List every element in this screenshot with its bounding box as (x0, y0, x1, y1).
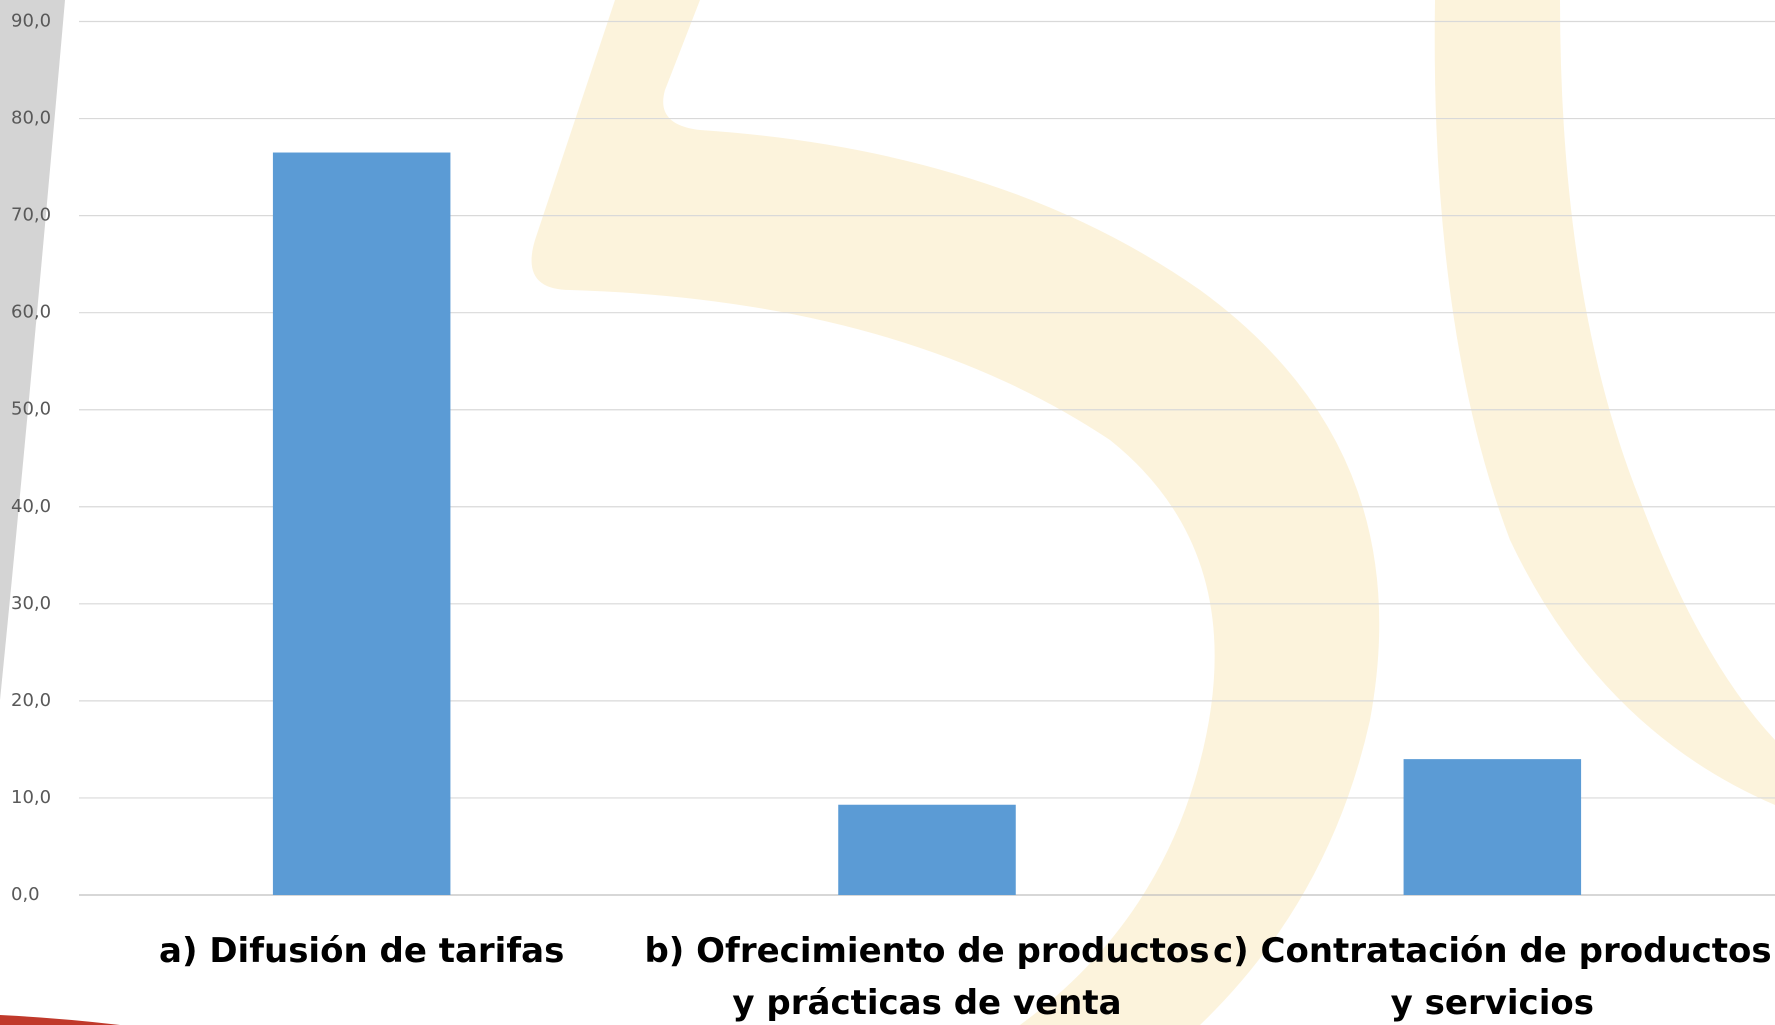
x-tick-label: c) Contratación de productos y servicios (1212, 931, 1772, 1023)
y-tick-label: 10,0 (11, 787, 51, 808)
y-tick-label: 0,0 (11, 884, 40, 905)
bar (838, 804, 1016, 895)
y-tick-label: 90,0 (11, 11, 51, 32)
watermark (531, 0, 1775, 1025)
y-tick-label: 20,0 (11, 690, 51, 711)
y-tick-label: 50,0 (11, 399, 51, 420)
side-band (0, 0, 65, 700)
y-tick-label: 80,0 (11, 108, 51, 129)
y-tick-label: 30,0 (11, 593, 51, 614)
y-tick-label: 60,0 (11, 302, 51, 323)
x-tick-label: a) Difusión de tarifas (159, 931, 565, 971)
y-tick-label: 70,0 (11, 205, 51, 226)
bar (1403, 759, 1582, 895)
corner-accent (0, 1015, 120, 1025)
bar (272, 152, 451, 895)
y-tick-label: 40,0 (11, 496, 51, 517)
x-tick-label: b) Ofrecimiento de productos y prácticas… (644, 931, 1210, 1023)
